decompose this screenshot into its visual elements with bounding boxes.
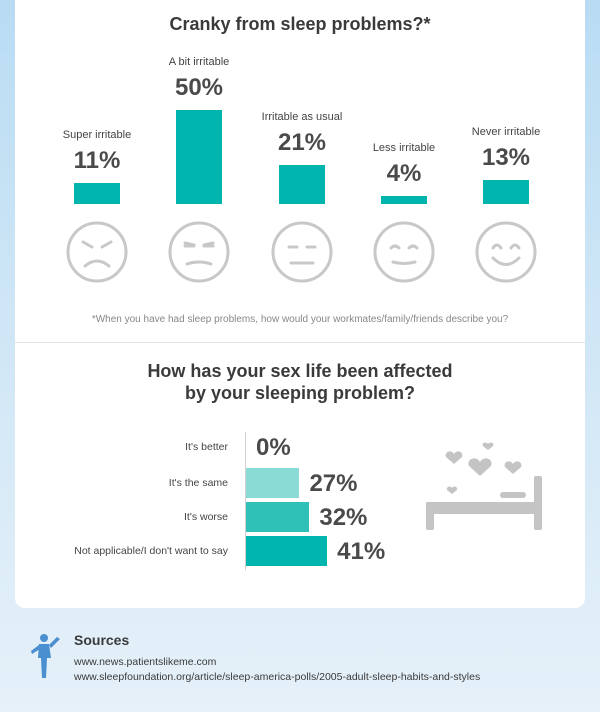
- bar-irritable-as-usual: [279, 164, 325, 204]
- bar-label-group: A bit irritable 50%: [151, 56, 247, 102]
- category-label: Less irritable: [372, 142, 436, 155]
- category-label: Never irritable: [471, 125, 541, 138]
- source-link-2[interactable]: www.sleepfoundation.org/article/sleep-am…: [74, 671, 481, 683]
- bar-a-bit-irritable: [176, 110, 222, 204]
- hbar-3: [246, 536, 328, 566]
- value-label: 21%: [277, 128, 327, 156]
- hbar-value-label: 27%: [309, 470, 358, 497]
- hbar-value-label: 0%: [256, 434, 291, 461]
- annoyed-face-icon: [168, 221, 230, 283]
- hbar-2: [246, 502, 310, 532]
- bar-label-group: Less irritable 4%: [356, 142, 452, 188]
- hbar-value-label: 41%: [337, 538, 386, 565]
- value-label: 50%: [174, 74, 224, 101]
- value-label: 4%: [386, 160, 422, 188]
- row-label: It's the same: [168, 477, 228, 489]
- bar-less-irritable: [381, 196, 427, 204]
- hbar-axis: [245, 432, 246, 570]
- row-label: It's worse: [183, 511, 228, 523]
- value-label: 13%: [481, 143, 531, 171]
- angry-face-icon: [66, 221, 128, 283]
- source-link-1[interactable]: www.news.patientslikeme.com: [74, 656, 217, 668]
- section-divider: [15, 342, 585, 343]
- category-label: A bit irritable: [168, 56, 230, 68]
- hbar-1: [246, 468, 300, 498]
- neutral-face-icon: [271, 221, 333, 283]
- chart1-footnote: *When you have had sleep problems, how w…: [91, 314, 509, 325]
- bar-super-irritable: [74, 183, 120, 204]
- row-label: Not applicable/I don't want to say: [74, 545, 228, 557]
- category-label: Irritable as usual: [261, 110, 343, 123]
- bar-label-group: Super irritable 11%: [49, 129, 145, 175]
- chart2-title: How has your sex life been affected by y…: [0, 360, 600, 404]
- hbar-value-label: 32%: [319, 504, 368, 531]
- bed-with-hearts-icon: [426, 442, 542, 530]
- chart2-title-text: How has your sex life been affected by y…: [147, 361, 453, 403]
- bar-label-group: Irritable as usual 21%: [254, 111, 350, 157]
- sources-heading: Sources: [74, 632, 130, 648]
- chart1-title: Cranky from sleep problems?*: [169, 14, 431, 34]
- bar-never-irritable: [483, 179, 529, 204]
- smiling-face-icon: [475, 221, 537, 283]
- category-label: Super irritable: [62, 129, 132, 142]
- content-face-icon: [373, 221, 435, 283]
- bar-label-group: Never irritable 13%: [458, 126, 554, 172]
- value-label: 11%: [73, 147, 121, 175]
- row-label: It's better: [185, 441, 228, 453]
- runner-icon: [31, 634, 60, 678]
